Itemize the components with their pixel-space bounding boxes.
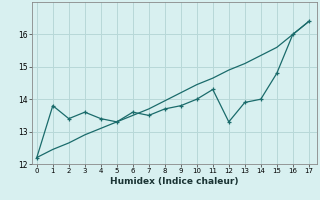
X-axis label: Humidex (Indice chaleur): Humidex (Indice chaleur) [110,177,239,186]
